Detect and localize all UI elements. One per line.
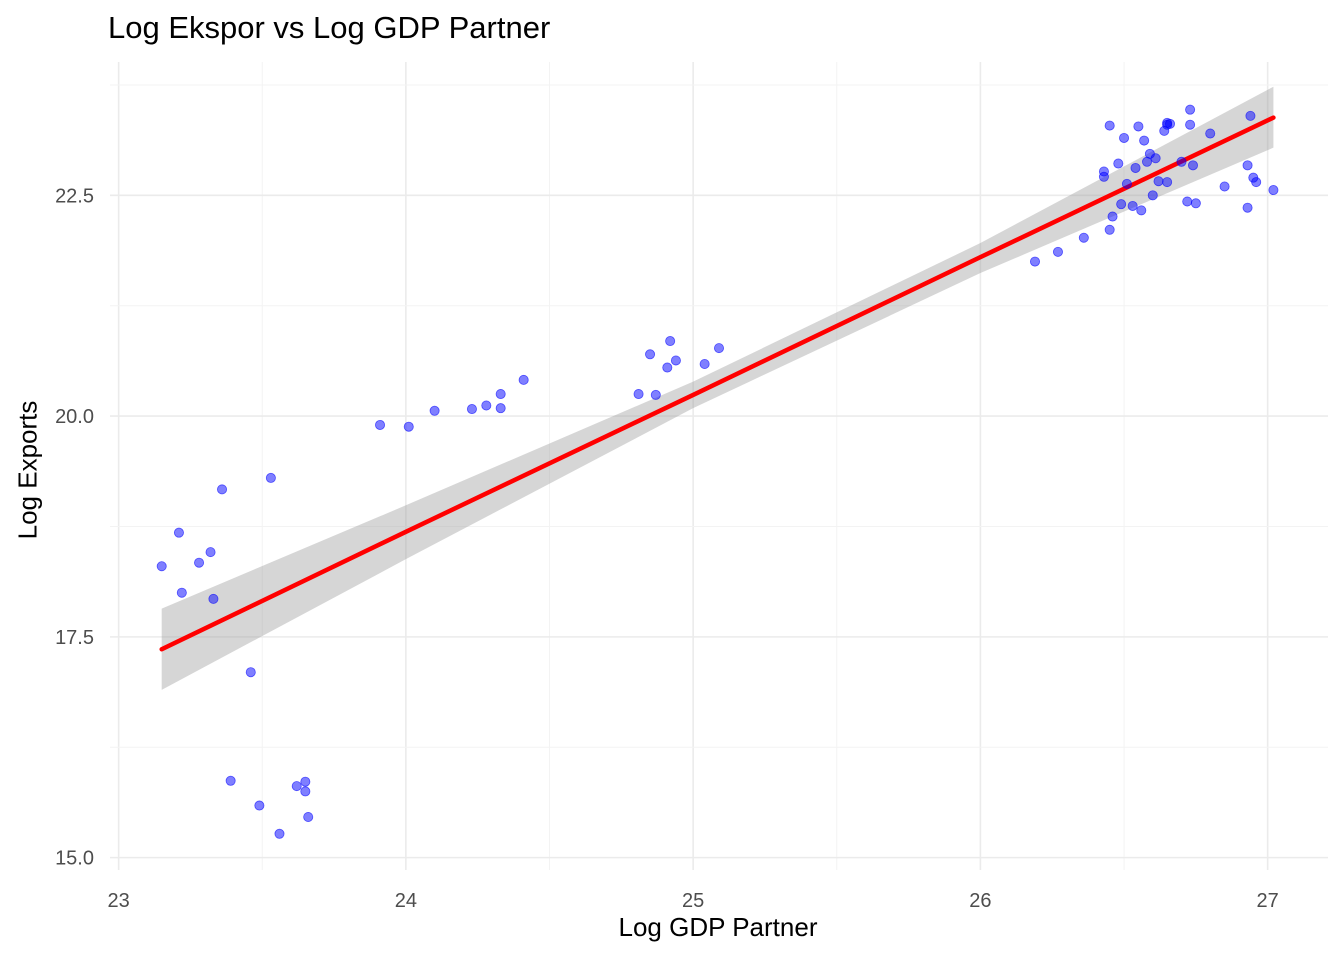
x-tick-label: 25 bbox=[682, 890, 704, 912]
data-point bbox=[518, 374, 529, 385]
data-point bbox=[1242, 202, 1253, 213]
gridlines bbox=[110, 62, 1328, 870]
data-point bbox=[1185, 104, 1196, 115]
x-axis-label: Log GDP Partner bbox=[618, 912, 818, 942]
data-point bbox=[1107, 211, 1118, 222]
data-point bbox=[1190, 198, 1201, 209]
data-point bbox=[1130, 162, 1141, 173]
data-point bbox=[291, 781, 302, 792]
data-point bbox=[156, 561, 167, 572]
x-tick-label: 24 bbox=[395, 890, 417, 912]
data-point bbox=[208, 593, 219, 604]
data-point bbox=[1098, 166, 1109, 177]
data-point bbox=[699, 359, 710, 370]
x-tick-label: 27 bbox=[1257, 890, 1279, 912]
data-point bbox=[1127, 200, 1138, 211]
data-point bbox=[1104, 120, 1115, 131]
data-point bbox=[217, 484, 228, 495]
data-point bbox=[1116, 199, 1127, 210]
fit-line-layer bbox=[159, 115, 1276, 652]
data-point bbox=[662, 362, 673, 373]
chart-title: Log Ekspor vs Log GDP Partner bbox=[108, 10, 551, 45]
y-tick-label: 15.0 bbox=[55, 848, 94, 870]
data-point bbox=[1119, 132, 1130, 143]
data-point bbox=[1187, 160, 1198, 171]
data-point bbox=[274, 828, 285, 839]
y-tick-label: 17.5 bbox=[55, 627, 94, 649]
data-point bbox=[1113, 158, 1124, 169]
data-point bbox=[205, 547, 216, 558]
data-point bbox=[714, 343, 725, 354]
data-point bbox=[303, 812, 314, 823]
y-tick-label: 22.5 bbox=[55, 185, 94, 207]
data-point bbox=[225, 775, 236, 786]
data-point bbox=[1165, 118, 1176, 129]
points-layer bbox=[156, 104, 1279, 839]
data-point bbox=[466, 404, 477, 415]
data-point bbox=[1242, 160, 1253, 171]
data-point bbox=[1205, 128, 1216, 139]
confidence-band-layer bbox=[161, 86, 1274, 690]
x-tick-label: 23 bbox=[107, 890, 129, 912]
data-point bbox=[194, 557, 205, 568]
data-point bbox=[1251, 177, 1262, 188]
data-point bbox=[1185, 119, 1196, 130]
data-point bbox=[1078, 232, 1089, 243]
data-point bbox=[1150, 153, 1161, 164]
data-point bbox=[1136, 205, 1147, 216]
data-point bbox=[245, 667, 256, 678]
data-point bbox=[254, 800, 265, 811]
x-tick-label: 26 bbox=[969, 890, 991, 912]
data-point bbox=[1153, 176, 1164, 187]
data-point bbox=[1162, 177, 1173, 188]
y-axis-ticks: 15.0 17.5 20.0 22.5 bbox=[55, 185, 94, 869]
data-point bbox=[375, 419, 386, 430]
data-point bbox=[1121, 178, 1132, 189]
data-point bbox=[495, 389, 506, 400]
y-axis-label: Log Exports bbox=[12, 400, 43, 540]
data-point bbox=[665, 336, 676, 347]
data-point bbox=[1052, 246, 1063, 257]
data-point bbox=[300, 776, 311, 787]
data-point bbox=[645, 349, 656, 360]
y-tick-label: 20.0 bbox=[55, 406, 94, 428]
data-point bbox=[173, 527, 184, 538]
data-point bbox=[1176, 156, 1187, 167]
data-point bbox=[1219, 181, 1230, 192]
data-point bbox=[1104, 224, 1115, 235]
confidence-band bbox=[161, 86, 1274, 690]
data-point bbox=[1245, 110, 1256, 121]
data-point bbox=[1268, 185, 1279, 196]
data-point bbox=[1133, 121, 1144, 132]
data-point bbox=[300, 786, 311, 797]
data-point bbox=[650, 389, 661, 400]
x-axis-ticks: 23 24 25 26 27 bbox=[107, 890, 1278, 912]
data-point bbox=[481, 400, 492, 411]
data-point bbox=[1182, 196, 1193, 207]
data-point bbox=[633, 389, 644, 400]
data-point bbox=[1147, 190, 1158, 201]
data-point bbox=[403, 421, 414, 432]
data-point bbox=[265, 472, 276, 483]
data-point bbox=[670, 355, 681, 366]
data-point bbox=[176, 587, 187, 598]
fit-line bbox=[159, 115, 1276, 652]
data-point bbox=[495, 403, 506, 414]
data-point bbox=[1029, 256, 1040, 267]
data-point bbox=[1139, 135, 1150, 146]
data-point bbox=[429, 405, 440, 416]
